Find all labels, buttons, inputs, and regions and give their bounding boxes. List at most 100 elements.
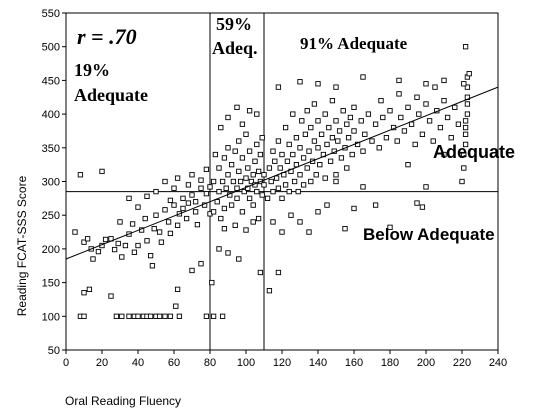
y-tick-label: 350 (42, 143, 60, 155)
data-point (216, 188, 222, 195)
data-point (360, 148, 366, 154)
x-tick-label: 100 (237, 357, 255, 369)
data-point (158, 239, 165, 245)
data-point (232, 222, 238, 228)
data-point (315, 145, 321, 151)
data-point (297, 172, 303, 178)
data-point (322, 111, 328, 117)
data-point (376, 145, 382, 151)
x-tick-label: 40 (132, 357, 144, 369)
data-point (414, 200, 420, 206)
x-tick-label: 200 (417, 357, 435, 369)
data-point (173, 303, 179, 309)
data-point (372, 202, 379, 208)
data-point (311, 101, 318, 107)
data-point (111, 246, 118, 253)
x-tick-label: 20 (96, 357, 108, 369)
data-point (210, 209, 217, 215)
regression-line (65, 86, 499, 260)
data-point (234, 104, 240, 111)
data-point (336, 128, 343, 134)
data-point (245, 185, 251, 191)
data-point (210, 313, 217, 319)
data-point (329, 135, 336, 141)
data-point (214, 199, 220, 205)
data-point (464, 111, 471, 117)
data-point (241, 188, 247, 195)
data-point (462, 118, 469, 124)
data-point (228, 161, 235, 168)
x-tick-label: 0 (63, 357, 69, 369)
data-point (115, 240, 121, 247)
y-tick-label: 50 (48, 345, 60, 357)
data-point (86, 286, 93, 292)
data-point (203, 166, 210, 173)
data-point (284, 158, 291, 164)
data-point (126, 313, 132, 319)
data-point (275, 185, 282, 191)
data-point (151, 226, 157, 232)
data-point (189, 192, 195, 198)
data-point (365, 111, 372, 117)
data-point (257, 151, 264, 158)
data-point (405, 104, 411, 111)
x-tick-label: 120 (273, 357, 291, 369)
data-point (333, 118, 339, 124)
data-point (378, 97, 384, 104)
data-point (219, 313, 226, 319)
data-point (189, 267, 195, 274)
data-point (147, 252, 154, 259)
data-point (272, 158, 278, 164)
data-point (135, 242, 141, 249)
y-tick-label: 400 (42, 109, 60, 121)
data-point (354, 141, 361, 148)
data-point (304, 165, 310, 171)
data-point (308, 124, 314, 131)
data-point (387, 224, 393, 230)
data-point (335, 138, 341, 144)
y-tick-label: 450 (42, 75, 60, 87)
data-point (162, 178, 168, 185)
data-point (237, 178, 244, 185)
data-point (342, 226, 348, 232)
data-point (192, 209, 199, 215)
data-point (234, 185, 240, 191)
data-point (81, 313, 87, 319)
data-point (423, 184, 429, 190)
data-point (279, 195, 285, 201)
data-point (396, 91, 402, 97)
data-point (250, 219, 256, 225)
data-point (209, 279, 215, 286)
data-point (243, 131, 249, 137)
data-point (194, 221, 201, 228)
data-point (324, 141, 330, 148)
data-point (254, 188, 260, 195)
data-point (419, 131, 426, 137)
data-point (255, 168, 262, 175)
data-point (77, 172, 84, 178)
data-point (277, 165, 283, 171)
data-point (290, 111, 296, 117)
data-point (153, 212, 159, 218)
data-point (369, 138, 375, 144)
data-point (261, 172, 267, 178)
data-point (156, 313, 163, 319)
data-point (286, 141, 292, 148)
data-point (264, 195, 271, 201)
data-point (81, 290, 87, 296)
data-point (414, 94, 420, 100)
data-point (317, 161, 323, 168)
data-point (72, 229, 78, 235)
data-point (273, 175, 280, 181)
data-point (216, 165, 222, 171)
data-point (144, 238, 150, 244)
data-point (315, 118, 321, 124)
data-point (318, 131, 325, 137)
x-axis-title: Oral Reading Fluency (65, 394, 181, 408)
y-tick-label: 550 (42, 8, 60, 20)
data-point (430, 138, 436, 144)
middle-region-label: Adeq. (212, 38, 258, 58)
data-point (254, 141, 260, 148)
data-point (308, 178, 314, 185)
